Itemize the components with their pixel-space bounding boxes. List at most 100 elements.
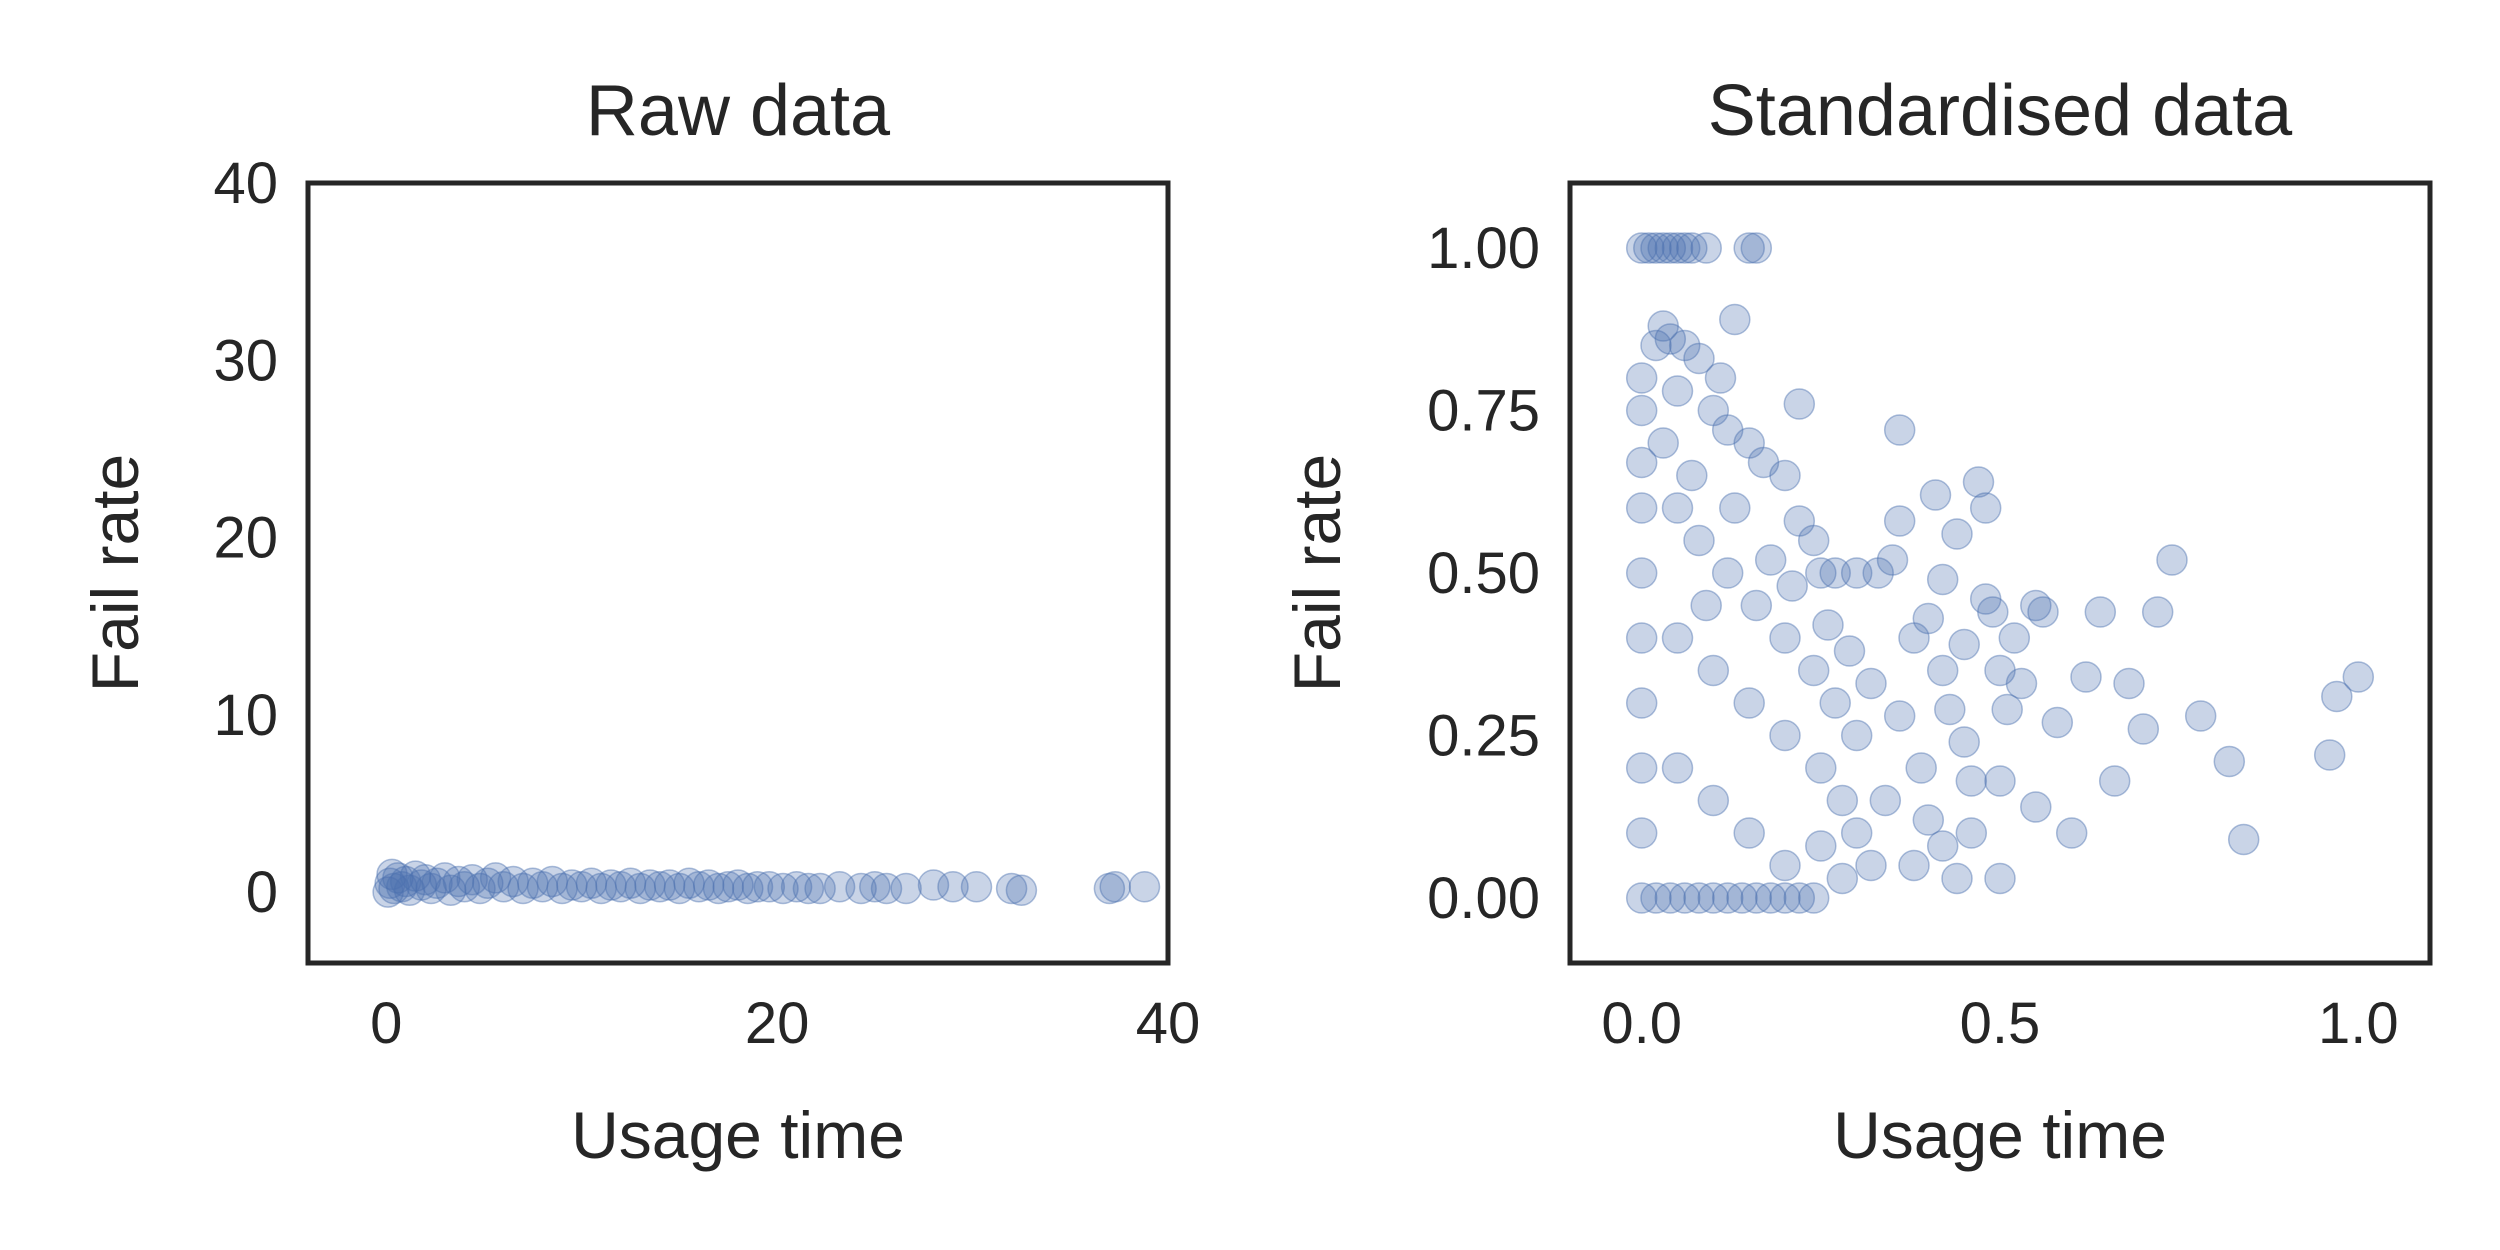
standardised-data-point [1926, 563, 1959, 596]
standardised-data-y-axis-label: Fail rate [1280, 454, 1354, 692]
standardised-data-point [2313, 739, 2346, 771]
standardised-data-point [1977, 596, 2009, 628]
raw-data-point [673, 867, 705, 899]
standardised-data-point [2027, 596, 2059, 628]
raw-data-x-tick-label: 20 [745, 991, 810, 1056]
standardised-data-point [1640, 329, 1672, 362]
standardised-data-point [1733, 232, 1765, 264]
standardised-data-point [1898, 622, 1930, 654]
standardised-data-point [1812, 609, 1844, 641]
standardised-data-point [1661, 492, 1694, 524]
standardised-data-point [1697, 654, 1730, 687]
raw-data-point [421, 867, 453, 899]
standardised-data-point [1855, 849, 1887, 882]
standardised-data-point [1905, 752, 1937, 784]
raw-data-point [472, 867, 504, 899]
raw-data-y-tick-label: 40 [213, 151, 278, 216]
standardised-data-point [1955, 817, 1988, 849]
standardised-data-point [1805, 830, 1837, 862]
standardised-data-y-tick-label: 0.25 [1427, 704, 1540, 769]
raw-data-point [464, 872, 496, 905]
raw-data-point [702, 872, 735, 905]
raw-data-point [415, 872, 447, 905]
raw-data-x-tick-label: 40 [1136, 991, 1201, 1056]
standardised-data-axes-frame [1567, 180, 2433, 966]
raw-data-point [405, 869, 438, 901]
standardised-data-point [1769, 719, 1801, 752]
standardised-data-point [1697, 784, 1730, 817]
raw-data-point [995, 872, 1028, 905]
standardised-data-point [1647, 310, 1679, 342]
standardised-data-point [1697, 882, 1730, 914]
standardised-data-point [1984, 654, 2016, 687]
standardised-data-point [1683, 882, 1715, 914]
standardised-data-point [2055, 817, 2088, 849]
raw-data-point [442, 865, 475, 898]
standardised-data-point [1819, 687, 1851, 719]
raw-data-point [595, 869, 627, 901]
standardised-data-point [1647, 232, 1679, 264]
standardised-data-point [1769, 622, 1801, 654]
raw-data-point [434, 874, 467, 907]
raw-data-point [386, 871, 418, 903]
standardised-data-x-tick-label: 0.5 [1960, 991, 2041, 1056]
standardised-data-point [2005, 667, 2038, 700]
standardised-data-point [1783, 505, 1816, 537]
raw-data-point [644, 871, 676, 903]
raw-data-point [575, 867, 608, 899]
standardised-data-point [2084, 596, 2117, 628]
standardised-data-point [1855, 667, 1887, 700]
raw-data-point [429, 862, 461, 894]
standardised-data-point [1819, 557, 1851, 589]
standardised-data-point [1661, 232, 1694, 264]
standardised-data-point [1697, 394, 1730, 427]
raw-data-point [497, 865, 529, 898]
standardised-data-point [1776, 570, 1808, 602]
standardised-data-point [2070, 661, 2102, 693]
standardised-data-point [1962, 466, 1995, 498]
raw-data-point [378, 872, 410, 905]
standardised-data-y-tick-label: 0.00 [1427, 866, 1540, 931]
standardised-data-point [1640, 882, 1672, 914]
standardised-data-point [1797, 524, 1830, 557]
standardised-data-point [1661, 752, 1694, 784]
standardised-data-point [1668, 232, 1701, 264]
standardised-data-point [1883, 700, 1916, 732]
standardised-data-title: Standardised data [1708, 71, 2293, 151]
raw-data-point [937, 871, 969, 903]
standardised-data-point [1869, 784, 1902, 817]
standardised-data-point [1955, 765, 1988, 797]
standardised-data-point [1668, 882, 1701, 914]
standardised-data-point [1984, 765, 2016, 797]
raw-data-point [732, 872, 764, 905]
raw-data-x-ticks: 0 20 40 [370, 991, 1200, 1056]
standardised-data-point [1783, 882, 1816, 914]
standardised-data-point [1984, 862, 2016, 895]
raw-data-point [556, 869, 588, 901]
raw-data-point [845, 872, 877, 905]
standardised-data-point [2342, 661, 2375, 693]
standardised-data-point [1826, 862, 1859, 895]
standardised-data-point [1625, 752, 1658, 784]
standardised-data-y-tick-label: 0.50 [1427, 541, 1540, 606]
standardised-data-point [2227, 823, 2260, 856]
raw-data-point [653, 869, 686, 901]
standardised-data-point [2113, 667, 2145, 700]
standardised-data-point [1683, 524, 1715, 557]
standardised-data-point [1833, 635, 1866, 667]
raw-data-point [536, 865, 569, 898]
standardised-data-y-tick-label: 1.00 [1427, 216, 1540, 281]
standardised-data-point [1941, 862, 1973, 895]
standardised-data-point [1797, 654, 1830, 687]
raw-data-point [780, 871, 813, 903]
standardised-data-y-ticks: 0.00 0.25 0.50 0.75 1.00 [1427, 216, 1540, 931]
raw-data-point [692, 869, 725, 901]
raw-data-point [823, 871, 856, 903]
raw-data-point [767, 872, 799, 905]
raw-data-point [624, 872, 657, 905]
standardised-data-point [1690, 589, 1722, 622]
standardised-data-point [1941, 518, 1973, 550]
standardised-data-point [1676, 459, 1708, 492]
